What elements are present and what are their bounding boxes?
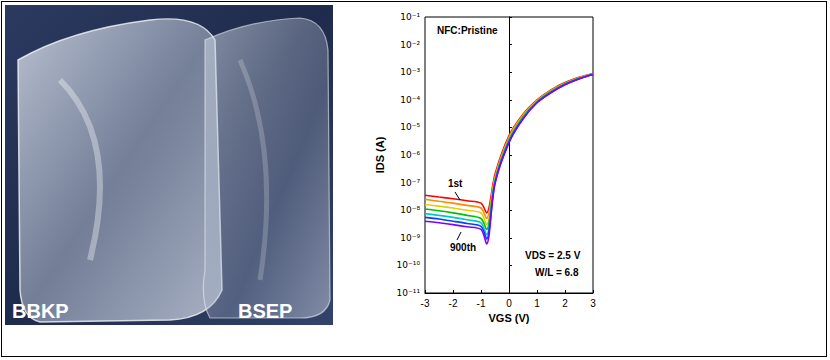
svg-text:10⁻¹: 10⁻¹ bbox=[400, 12, 420, 22]
svg-text:10⁻⁹: 10⁻⁹ bbox=[400, 233, 420, 243]
svg-text:W/L = 6.8: W/L = 6.8 bbox=[535, 267, 579, 278]
svg-text:10⁻¹¹: 10⁻¹¹ bbox=[397, 288, 421, 298]
svg-text:BSEP: BSEP bbox=[238, 300, 292, 322]
svg-text:1st: 1st bbox=[448, 178, 463, 189]
svg-text:1: 1 bbox=[534, 298, 540, 309]
svg-text:3: 3 bbox=[590, 298, 596, 309]
svg-text:-3: -3 bbox=[421, 298, 430, 309]
svg-text:10⁻⁵: 10⁻⁵ bbox=[400, 122, 420, 132]
svg-text:-1: -1 bbox=[477, 298, 486, 309]
svg-text:VGS (V): VGS (V) bbox=[489, 312, 530, 324]
svg-text:10⁻⁷: 10⁻⁷ bbox=[400, 178, 420, 188]
svg-text:IDS (A): IDS (A) bbox=[374, 136, 386, 173]
svg-text:900th: 900th bbox=[450, 242, 476, 253]
svg-text:BBKP: BBKP bbox=[12, 300, 69, 322]
svg-text:0: 0 bbox=[506, 298, 512, 309]
svg-text:10⁻²: 10⁻² bbox=[400, 40, 420, 50]
svg-text:10⁻⁸: 10⁻⁸ bbox=[400, 205, 420, 215]
svg-text:NFC:Pristine: NFC:Pristine bbox=[437, 25, 498, 36]
svg-text:2: 2 bbox=[562, 298, 568, 309]
svg-text:10⁻⁴: 10⁻⁴ bbox=[400, 95, 420, 105]
svg-text:10⁻¹⁰: 10⁻¹⁰ bbox=[397, 260, 421, 270]
svg-text:10⁻³: 10⁻³ bbox=[400, 67, 420, 77]
svg-text:10⁻⁶: 10⁻⁶ bbox=[400, 150, 420, 160]
svg-text:VDS = 2.5 V: VDS = 2.5 V bbox=[525, 250, 581, 261]
svg-text:-2: -2 bbox=[449, 298, 458, 309]
